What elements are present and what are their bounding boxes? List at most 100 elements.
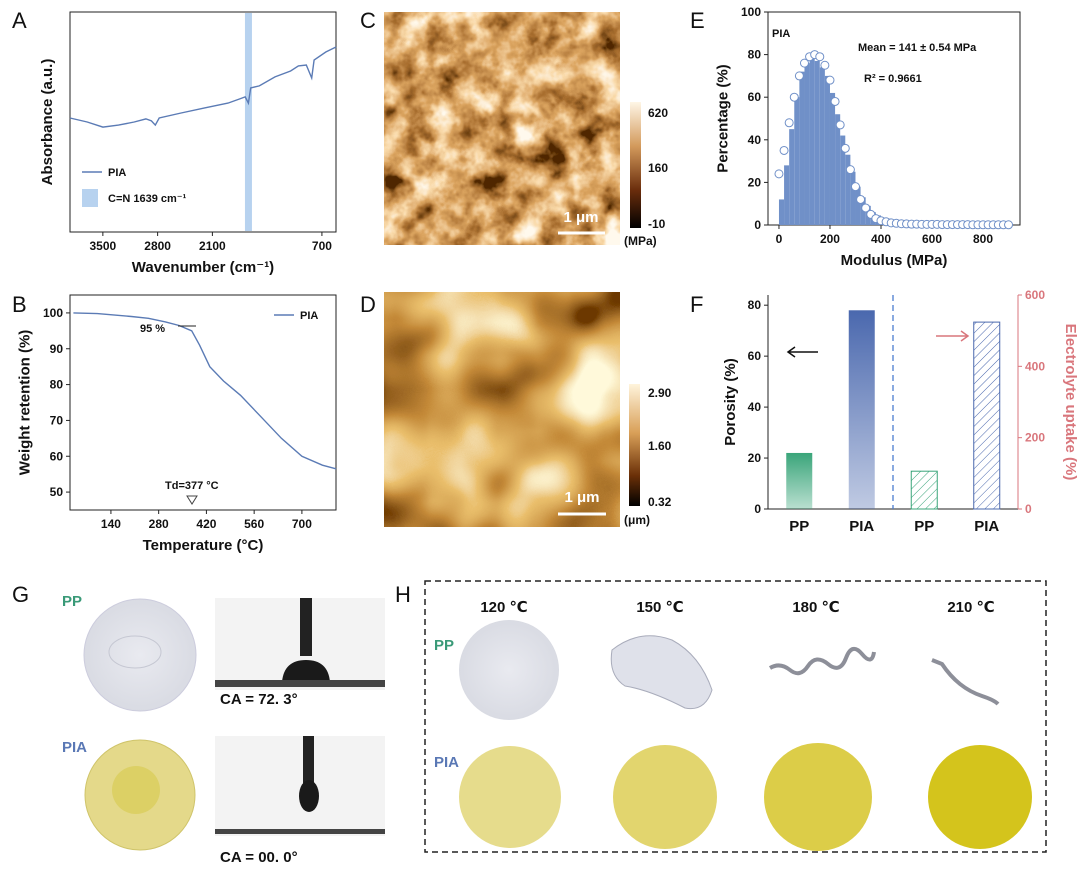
fit-point xyxy=(799,58,809,68)
pia-photo-210 xyxy=(928,745,1032,849)
row-label: PIA xyxy=(434,754,459,771)
histogram-bar xyxy=(778,199,785,225)
x-tick-label: 800 xyxy=(973,232,993,246)
histogram-bar xyxy=(789,129,795,225)
substrate xyxy=(215,829,385,834)
x-tick-label: 420 xyxy=(196,517,216,531)
temperature-label: 180 ℃ xyxy=(792,599,839,616)
colorbar-tick-label: 1.60 xyxy=(648,439,672,453)
contact-angle-photo xyxy=(215,736,385,836)
afm-height-map xyxy=(384,292,620,527)
y-tick-label: 0 xyxy=(754,502,761,516)
y-axis-label: Weight retention (%) xyxy=(17,330,34,476)
x-tick-label: 400 xyxy=(871,232,891,246)
plot-frame xyxy=(69,294,337,511)
colorbar-tick-label: 0.32 xyxy=(648,495,672,509)
y-tick-label: 100 xyxy=(741,5,761,19)
histogram-bar xyxy=(814,60,820,225)
annotation: PIA xyxy=(772,28,790,40)
y-tick-label: 60 xyxy=(748,349,762,363)
histogram-bar xyxy=(829,92,836,225)
y-axis-label: Porosity (%) xyxy=(722,358,739,446)
substrate xyxy=(215,680,385,687)
afm-panel-d: D 1 μm 2.90 1.60 0.32 (μm) xyxy=(360,292,672,527)
pp-membrane-photo xyxy=(83,598,197,712)
y-axis-label: Absorbance (a.u.) xyxy=(39,59,56,186)
scale-bar-label: 1 μm xyxy=(563,209,598,226)
y2-tick-label: 0 xyxy=(1025,502,1032,516)
x-tick-label: 2800 xyxy=(144,239,171,253)
y-tick-label: 0 xyxy=(754,218,761,232)
fit-point xyxy=(789,92,799,102)
x-tick-label: 560 xyxy=(244,517,264,531)
histogram-bar xyxy=(794,97,800,225)
dashed-frame xyxy=(424,580,1047,853)
needle xyxy=(300,598,312,656)
colorbar-unit: (MPa) xyxy=(624,234,657,248)
colorbar-tick-label: 620 xyxy=(648,106,668,120)
highlight-band xyxy=(244,13,252,231)
contact-angle-label: CA = 00. 0° xyxy=(220,849,298,866)
histogram-bar xyxy=(835,114,841,225)
fit-point xyxy=(856,194,866,204)
fit-point xyxy=(794,71,804,81)
histogram-bar xyxy=(809,56,815,226)
y2-tick-label: 400 xyxy=(1025,359,1045,373)
y-tick-label: 20 xyxy=(748,175,762,189)
needle xyxy=(303,736,314,786)
histogram-bar xyxy=(855,186,861,225)
row-label: PIA xyxy=(62,739,87,756)
annotation-marker xyxy=(186,495,198,505)
plot-frame xyxy=(69,11,337,233)
colorbar-unit: (μm) xyxy=(624,513,650,527)
x-tick-label: 0 xyxy=(776,232,783,246)
pp-photo-180 xyxy=(768,646,876,676)
pia-photo-150 xyxy=(613,745,717,849)
fit-point xyxy=(830,96,840,106)
y-tick-label: 60 xyxy=(748,90,762,104)
fit-point xyxy=(835,120,845,130)
x-tick-label: 140 xyxy=(101,517,121,531)
x-tick-label: 600 xyxy=(922,232,942,246)
x-tick-label: 2100 xyxy=(199,239,226,253)
fit-point xyxy=(779,145,789,155)
x-axis-label: Modulus (MPa) xyxy=(841,252,948,269)
temperature-label: 150 ℃ xyxy=(636,599,683,616)
x-tick-label: 700 xyxy=(292,517,312,531)
panel-letter: H xyxy=(395,582,411,607)
pendant-drop xyxy=(299,780,319,812)
histogram-bar xyxy=(840,135,846,225)
x-tick-label: PIA xyxy=(849,518,874,535)
x-tick-label: 280 xyxy=(149,517,169,531)
wetted-area xyxy=(112,766,160,814)
y-tick-label: 90 xyxy=(50,342,64,356)
temperature-label: 210 ℃ xyxy=(947,599,994,616)
y-axis-label: Percentage (%) xyxy=(715,64,732,172)
y2-axis-label: Electrolyte uptake (%) xyxy=(1062,324,1079,481)
y2-tick-label: 600 xyxy=(1025,288,1045,302)
y-tick-label: 100 xyxy=(43,306,63,320)
y-tick-label: 40 xyxy=(748,133,762,147)
histogram-bar xyxy=(799,71,805,225)
colorbar-tick-label: 2.90 xyxy=(648,386,672,400)
panel-letter: C xyxy=(360,8,376,33)
panel-letter: F xyxy=(690,292,703,317)
temperature-label: 120 ℃ xyxy=(480,599,527,616)
data-line xyxy=(69,46,337,128)
panel-letter: A xyxy=(12,8,27,33)
bar xyxy=(786,452,813,509)
y-tick-label: 50 xyxy=(50,485,64,499)
axis-arrow xyxy=(786,346,818,358)
pp-photo-150 xyxy=(610,635,713,710)
contact-angle-label: CA = 72. 3° xyxy=(220,691,298,708)
y2-tick-label: 200 xyxy=(1025,431,1045,445)
colorbar-tick-label: 160 xyxy=(648,161,668,175)
panel-letter: B xyxy=(12,292,27,317)
legend-label: C=N 1639 cm⁻¹ xyxy=(108,193,187,205)
legend-label: PIA xyxy=(300,310,318,322)
histogram-bar xyxy=(824,75,830,226)
x-tick-label: PP xyxy=(914,518,934,535)
y-tick-label: 60 xyxy=(50,449,64,463)
fit-point xyxy=(825,75,835,85)
